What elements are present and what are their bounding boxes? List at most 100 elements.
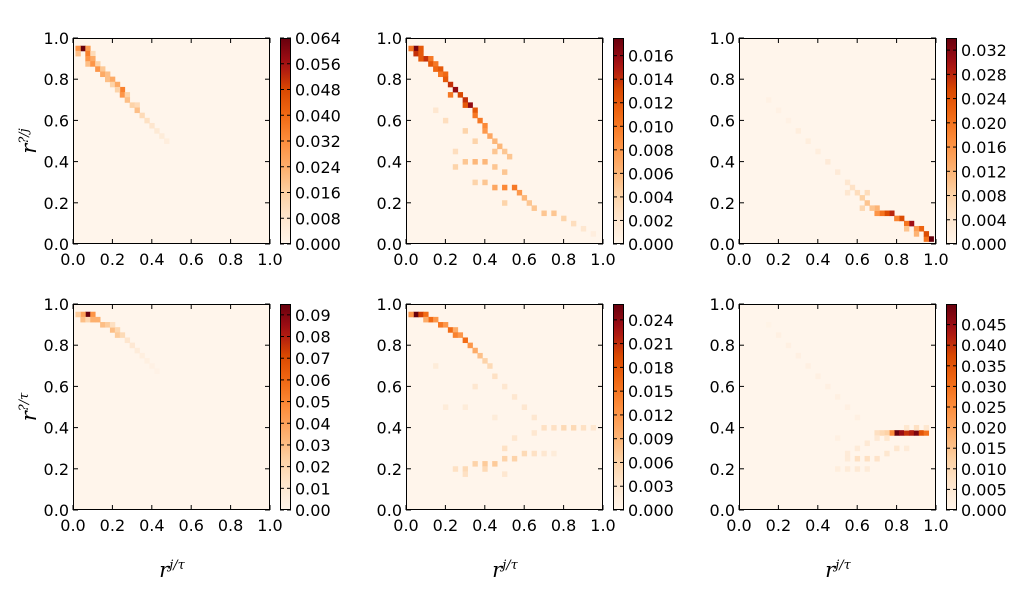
heatmap-cell bbox=[408, 45, 414, 52]
y-tick-label: 0.0 bbox=[710, 235, 735, 254]
y-tick-label: 0.8 bbox=[377, 336, 402, 355]
heatmap-cell bbox=[551, 210, 557, 217]
heatmap-cell bbox=[408, 311, 414, 318]
x-tick-label: 0.0 bbox=[393, 250, 418, 269]
y-tick-label: 1.0 bbox=[377, 29, 402, 48]
x-tick-label: 0.2 bbox=[433, 516, 458, 535]
heatmap-background bbox=[406, 304, 603, 510]
y-tick-label: 0.4 bbox=[44, 419, 69, 438]
heatmap-cell bbox=[487, 133, 493, 139]
x-tick-label: 0.4 bbox=[472, 250, 497, 269]
x-tick-label: 1.0 bbox=[257, 250, 282, 269]
colorbar-gradient bbox=[613, 38, 624, 244]
panel-row1-col1: 0.0 0.2 0.4 0.6 0.8 1.00.00.20.40.60.81.00.00… bbox=[44, 29, 341, 269]
y-tick-label: 0.8 bbox=[710, 336, 735, 355]
colorbar-tick-label: 0.018 bbox=[628, 358, 674, 377]
colorbar-tick-label: 0.012 bbox=[961, 162, 1007, 181]
heatmap-cell bbox=[854, 466, 861, 472]
heatmap-cell bbox=[75, 45, 81, 52]
heatmap-cell bbox=[884, 450, 890, 457]
y-tick-label: 0.4 bbox=[710, 153, 735, 172]
colorbar-tick-label: 0.032 bbox=[961, 41, 1007, 60]
colorbar-tick-label: 0.06 bbox=[295, 371, 331, 390]
heatmap-cell bbox=[805, 138, 811, 144]
heatmap-cell bbox=[825, 383, 831, 390]
heatmap-cell bbox=[502, 148, 508, 155]
heatmap-cell bbox=[90, 56, 96, 62]
heatmap-cell bbox=[570, 220, 577, 227]
heatmap-cell bbox=[95, 66, 101, 72]
y-tick-label: 1.0 bbox=[710, 295, 735, 314]
y-tick-label: 0.2 bbox=[44, 194, 69, 213]
heatmap-cell bbox=[903, 430, 910, 436]
heatmap-cell bbox=[154, 128, 160, 134]
y-tick-label: 0.0 bbox=[44, 235, 69, 254]
heatmap-cell bbox=[511, 435, 518, 441]
heatmap-cell bbox=[854, 455, 861, 462]
y-tick-label: 0.4 bbox=[377, 153, 402, 172]
colorbar-tick-label: 0.006 bbox=[628, 453, 674, 472]
heatmap-cell bbox=[164, 138, 170, 144]
colorbar-tick-label: 0.000 bbox=[628, 501, 674, 520]
heatmap-cell bbox=[114, 86, 121, 93]
heatmap-cell bbox=[844, 189, 851, 196]
colorbar-tick-label: 0.045 bbox=[961, 316, 1007, 335]
heatmap-cell bbox=[149, 363, 155, 369]
axes-frame bbox=[406, 304, 603, 510]
heatmap-cell bbox=[497, 143, 503, 150]
heatmap-cell bbox=[795, 352, 801, 359]
heatmap-cell bbox=[442, 404, 449, 410]
svg-text:rj/τ: rj/τ bbox=[825, 558, 851, 582]
heatmap-background bbox=[739, 304, 936, 510]
heatmap-cell bbox=[487, 363, 493, 369]
x-tick-label: 0.0 bbox=[60, 250, 85, 269]
heatmap-cell bbox=[923, 425, 930, 431]
heatmap-cell bbox=[502, 471, 508, 477]
x-tick-label: 0.8 bbox=[884, 250, 909, 269]
heatmap-cell bbox=[109, 81, 116, 88]
heatmap-cell bbox=[109, 327, 116, 333]
heatmap-cell bbox=[805, 363, 811, 369]
heatmap-cell bbox=[580, 425, 587, 431]
heatmap-cell bbox=[100, 322, 106, 328]
y-tick-label: 0.6 bbox=[710, 377, 735, 396]
row-ylabel-bottom-main: r bbox=[17, 409, 41, 421]
colorbar-row1-col1: 0.000 0.008 0.016 0.024 0.032 0.040 0.048 0.056… bbox=[280, 29, 341, 254]
x-tick-label: 0.8 bbox=[218, 250, 243, 269]
colorbar-tick-label: 0.021 bbox=[628, 335, 674, 354]
heatmap-cell bbox=[511, 455, 518, 462]
heatmap-cell bbox=[472, 347, 478, 354]
heatmap-cell bbox=[482, 122, 488, 129]
colorbar-gradient bbox=[280, 38, 291, 244]
heatmap-cell bbox=[413, 311, 419, 318]
heatmap-cell bbox=[913, 231, 920, 237]
row-ylabel-bottom: r?/τ bbox=[17, 392, 41, 421]
heatmap-cell bbox=[874, 455, 880, 462]
heatmap-cell bbox=[894, 430, 900, 436]
heatmap-cell bbox=[854, 189, 861, 196]
y-tick-label: 0.6 bbox=[44, 377, 69, 396]
heatmap-background bbox=[739, 38, 936, 244]
heatmap-cell bbox=[442, 322, 449, 328]
heatmap-cell bbox=[438, 66, 444, 72]
heatmap-cell bbox=[472, 112, 478, 119]
heatmap-cell bbox=[849, 184, 856, 191]
heatmap-cell bbox=[134, 107, 140, 114]
heatmap-cell bbox=[531, 430, 537, 436]
colorbar-tick-label: 0.025 bbox=[961, 398, 1007, 417]
heatmap-cell bbox=[154, 368, 160, 374]
heatmap-cell bbox=[859, 195, 865, 201]
xlabel-col2-sup: j/τ bbox=[499, 558, 518, 573]
colorbar-gradient bbox=[613, 304, 624, 510]
heatmap-cell bbox=[570, 425, 577, 431]
heatmap-cell bbox=[433, 61, 439, 67]
heatmap-cell bbox=[447, 81, 454, 88]
svg-text:rj/τ: rj/τ bbox=[492, 558, 518, 582]
colorbar-tick-label: 0.024 bbox=[961, 90, 1007, 109]
colorbar-tick-label: 0.015 bbox=[961, 439, 1007, 458]
colorbar-tick-label: 0.030 bbox=[961, 377, 1007, 396]
colorbar-tick-label: 0.008 bbox=[295, 209, 341, 228]
heatmap-cell bbox=[913, 425, 920, 431]
heatmap-cell bbox=[85, 45, 91, 52]
x-tick-label: 1.0 bbox=[923, 250, 948, 269]
